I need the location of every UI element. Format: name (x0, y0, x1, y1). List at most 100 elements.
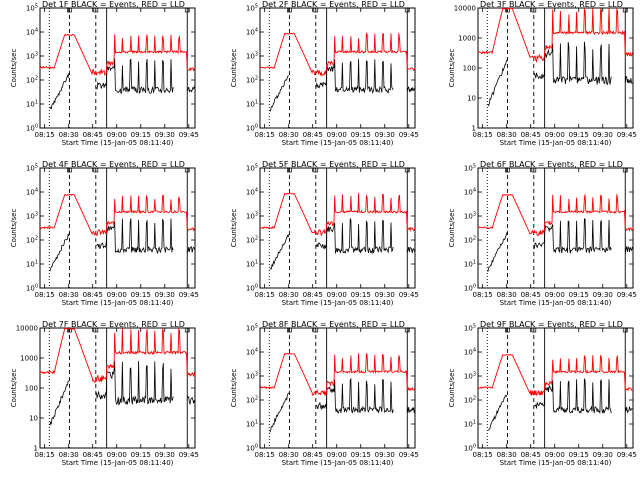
series-lld-line (259, 192, 416, 236)
subplot-6: Det 6F BLACK = Events, RED = LLD 100 101 10… (448, 160, 637, 307)
time-marker-box (404, 7, 410, 13)
time-marker-box (313, 167, 319, 173)
y-tick-label: 100 (26, 284, 38, 293)
series-lld-line (477, 193, 634, 237)
y-tick-label: 103 (246, 372, 258, 381)
x-tick-label: 09:45 (399, 451, 419, 459)
y-tick-label: 103 (464, 212, 476, 221)
y-axis-label: Counts/sec (230, 49, 238, 88)
time-marker-box (184, 7, 190, 13)
x-axis-label: Start Time (15-Jan-05 08:11:40) (62, 299, 174, 307)
time-marker-box (287, 327, 292, 333)
y-tick-label: 101 (246, 420, 258, 429)
series-events-line (269, 377, 416, 433)
plot-frame (259, 167, 416, 289)
y-tick-label: 1 (34, 445, 38, 453)
y-tick-label: 100 (246, 124, 258, 133)
series-events-line (49, 58, 196, 110)
series-events-line (269, 218, 416, 270)
x-tick-label: 09:00 (327, 291, 347, 299)
time-marker-box (505, 7, 510, 13)
x-tick-label: 09:00 (327, 451, 347, 459)
y-tick-label: 102 (26, 76, 38, 85)
x-tick-label: 09:00 (107, 291, 127, 299)
plot-frame (259, 327, 416, 449)
x-axis-label: Start Time (15-Jan-05 08:11:40) (282, 299, 394, 307)
x-tick-label: 08:45 (303, 131, 323, 139)
x-tick-label: 09:00 (545, 451, 565, 459)
subplot-9: Det 9F BLACK = Events, RED = LLD 100 101 10… (448, 320, 637, 467)
x-axis-label: Start Time (15-Jan-05 08:11:40) (500, 139, 612, 147)
x-tick-label: 09:15 (131, 451, 151, 459)
x-tick-label: 08:45 (83, 131, 103, 139)
y-tick-label: 100 (464, 284, 476, 293)
x-tick-label: 08:45 (83, 291, 103, 299)
y-axis-label: Counts/sec (230, 209, 238, 248)
y-axis-label: Counts/sec (448, 369, 456, 408)
subplot-title: Det 2F BLACK = Events, RED = LLD (262, 0, 405, 9)
y-tick-label: 104 (26, 28, 38, 37)
x-tick-label: 09:45 (617, 451, 637, 459)
y-tick-label: 101 (26, 260, 38, 269)
x-tick-label: 08:15 (35, 131, 55, 139)
y-tick-label: 105 (464, 164, 476, 173)
x-tick-label: 08:30 (279, 291, 299, 299)
x-tick-label: 09:15 (351, 291, 371, 299)
time-marker-box (622, 167, 628, 173)
series-events-line (49, 360, 196, 426)
x-tick-label: 09:30 (155, 131, 175, 139)
x-axis-label: Start Time (15-Jan-05 08:11:40) (500, 299, 612, 307)
x-tick-label: 09:00 (327, 131, 347, 139)
y-axis-label: Counts/sec (10, 209, 18, 248)
x-tick-label: 08:30 (59, 131, 79, 139)
time-marker-box (404, 167, 410, 173)
subplot-title: Det 4F BLACK = Events, RED = LLD (42, 160, 185, 169)
y-tick-label: 103 (464, 372, 476, 381)
y-tick-label: 101 (246, 260, 258, 269)
y-tick-label: 104 (246, 348, 258, 357)
x-tick-label: 09:30 (375, 451, 395, 459)
subplot-title: Det 1F BLACK = Events, RED = LLD (42, 0, 185, 9)
time-marker-box (404, 327, 410, 333)
x-tick-label: 08:45 (303, 291, 323, 299)
series-events-line (487, 41, 634, 107)
y-tick-label: 101 (464, 260, 476, 269)
x-tick-label: 08:30 (497, 451, 517, 459)
y-tick-label: 104 (26, 188, 38, 197)
y-tick-label: 100 (246, 284, 258, 293)
y-tick-label: 100 (26, 124, 38, 133)
x-tick-label: 08:45 (521, 131, 541, 139)
y-tick-label: 10000 (454, 5, 476, 13)
time-marker-box (622, 327, 628, 333)
y-tick-label: 105 (246, 164, 258, 173)
series-lld-line (477, 353, 634, 396)
x-tick-label: 09:45 (179, 291, 199, 299)
x-tick-label: 09:45 (399, 131, 419, 139)
x-tick-label: 08:15 (255, 291, 275, 299)
x-tick-label: 09:30 (593, 131, 613, 139)
y-tick-label: 103 (246, 52, 258, 61)
y-tick-label: 103 (246, 212, 258, 221)
x-axis-label: Start Time (15-Jan-05 08:11:40) (282, 139, 394, 147)
x-tick-label: 08:15 (35, 451, 55, 459)
x-tick-label: 08:15 (473, 291, 493, 299)
y-tick-label: 100 (25, 385, 38, 393)
x-tick-label: 09:45 (179, 131, 199, 139)
subplot-8: Det 8F BLACK = Events, RED = LLD 100 101 10… (230, 320, 419, 467)
y-axis-label: Counts/sec (230, 369, 238, 408)
y-tick-label: 104 (464, 348, 476, 357)
series-lld-line (259, 32, 416, 77)
x-tick-label: 09:15 (351, 451, 371, 459)
y-tick-label: 105 (26, 164, 38, 173)
x-tick-label: 08:15 (473, 131, 493, 139)
x-tick-label: 09:30 (593, 291, 613, 299)
x-tick-label: 08:30 (279, 451, 299, 459)
y-tick-label: 103 (26, 52, 38, 61)
x-tick-label: 09:00 (107, 451, 127, 459)
time-marker-box (93, 7, 99, 13)
time-marker-box (531, 7, 537, 13)
subplot-4: Det 4F BLACK = Events, RED = LLD 100 101 10… (10, 160, 199, 307)
y-axis-label: Counts/sec (448, 209, 456, 248)
y-tick-label: 100 (463, 65, 476, 73)
x-axis-label: Start Time (15-Jan-05 08:11:40) (62, 139, 174, 147)
